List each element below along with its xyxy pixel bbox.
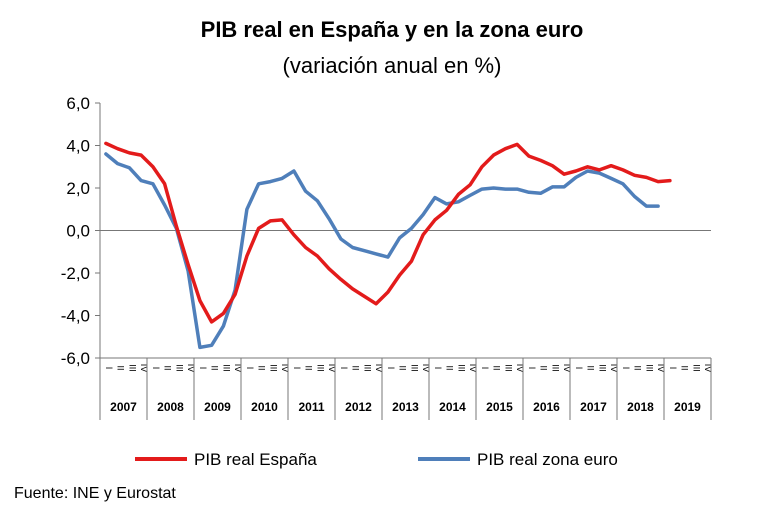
quarter-tick-label: I [574,367,584,370]
quarter-tick-label: I [245,367,255,370]
quarter-tick-label: III [315,364,325,372]
y-axis: 6,0 4,0 2,0 0,0 -2,0 -4,0 -6,0 [61,94,101,368]
quarter-tick-label: IV [233,364,243,373]
quarter-tick-label: I [433,367,443,370]
quarter-tick-label: I [480,367,490,370]
quarter-tick-label: II [445,365,455,370]
y-tick-label: 6,0 [66,94,90,113]
quarter-tick-label: I [198,367,208,370]
quarter-tick-label: IV [327,364,337,373]
quarter-tick-label: I [339,367,349,370]
quarter-tick-label: I [527,367,537,370]
quarter-tick-label: II [633,365,643,370]
legend-label-eurozone: PIB real zona euro [477,450,618,469]
y-tick-label: -6,0 [61,349,90,368]
y-tick-label: 0,0 [66,222,90,241]
chart-title: PIB real en España y en la zona euro [201,17,584,42]
quarter-tick-label: III [268,364,278,372]
quarter-tick-label: IV [421,364,431,373]
quarter-tick-label: I [292,367,302,370]
y-tick-label: -4,0 [61,307,90,326]
quarter-tick-label: III [221,364,231,372]
quarter-tick-label: II [351,365,361,370]
year-label: 2007 [110,400,137,414]
quarter-tick-label: I [621,367,631,370]
quarter-tick-label: IV [139,364,149,373]
year-label: 2019 [674,400,701,414]
year-label: 2009 [204,400,231,414]
quarter-tick-label: III [362,364,372,372]
quarter-tick-label: IV [562,364,572,373]
year-label: 2012 [345,400,372,414]
quarter-tick-label: II [539,365,549,370]
quarter-tick-label: II [680,365,690,370]
year-label: 2011 [298,400,324,414]
quarter-tick-label: I [386,367,396,370]
quarter-tick-label: III [456,364,466,372]
quarter-tick-label: IV [186,364,196,373]
quarter-tick-label: I [151,367,161,370]
quarter-tick-label: IV [374,364,384,373]
quarter-tick-label: III [127,364,137,372]
quarter-tick-label: III [597,364,607,372]
quarter-tick-label: IV [656,364,666,373]
year-label: 2008 [157,400,184,414]
y-tick-label: 2,0 [66,179,90,198]
series-line-eurozone [104,152,660,350]
quarter-tick-label: II [257,365,267,370]
source-note: Fuente: INE y Eurostat [14,485,176,502]
quarter-tick-label: III [550,364,560,372]
legend: PIB real España PIB real zona euro [135,450,618,469]
chart-subtitle: (variación anual en %) [283,53,502,78]
quarter-tick-label: II [586,365,596,370]
quarter-tick-label: III [644,364,654,372]
y-tick-label: 4,0 [66,137,90,156]
series-line-spain [104,141,672,324]
quarter-tick-label: I [104,367,114,370]
quarter-tick-label: III [409,364,419,372]
y-tick-label: -2,0 [61,264,90,283]
quarter-tick-label: II [492,365,502,370]
legend-label-spain: PIB real España [194,450,317,469]
quarter-tick-label: II [210,365,220,370]
year-label: 2018 [627,400,654,414]
quarter-tick-label: II [116,365,126,370]
quarter-tick-label: II [304,365,314,370]
year-label: 2017 [580,400,607,414]
quarter-tick-label: IV [703,364,713,373]
quarter-tick-label: III [503,364,513,372]
quarter-tick-label: II [398,365,408,370]
year-label: 2010 [251,400,278,414]
quarter-tick-label: III [174,364,184,372]
quarter-tick-label: I [668,367,678,370]
year-label: 2013 [392,400,419,414]
quarter-tick-label: IV [609,364,619,373]
year-label: 2014 [439,400,466,414]
quarter-tick-label: II [163,365,173,370]
year-label: 2015 [486,400,513,414]
plot-area [104,141,672,350]
quarter-tick-label: IV [468,364,478,373]
quarter-tick-label: III [691,364,701,372]
quarter-tick-label: IV [515,364,525,373]
year-label: 2016 [533,400,560,414]
quarter-tick-label: IV [280,364,290,373]
